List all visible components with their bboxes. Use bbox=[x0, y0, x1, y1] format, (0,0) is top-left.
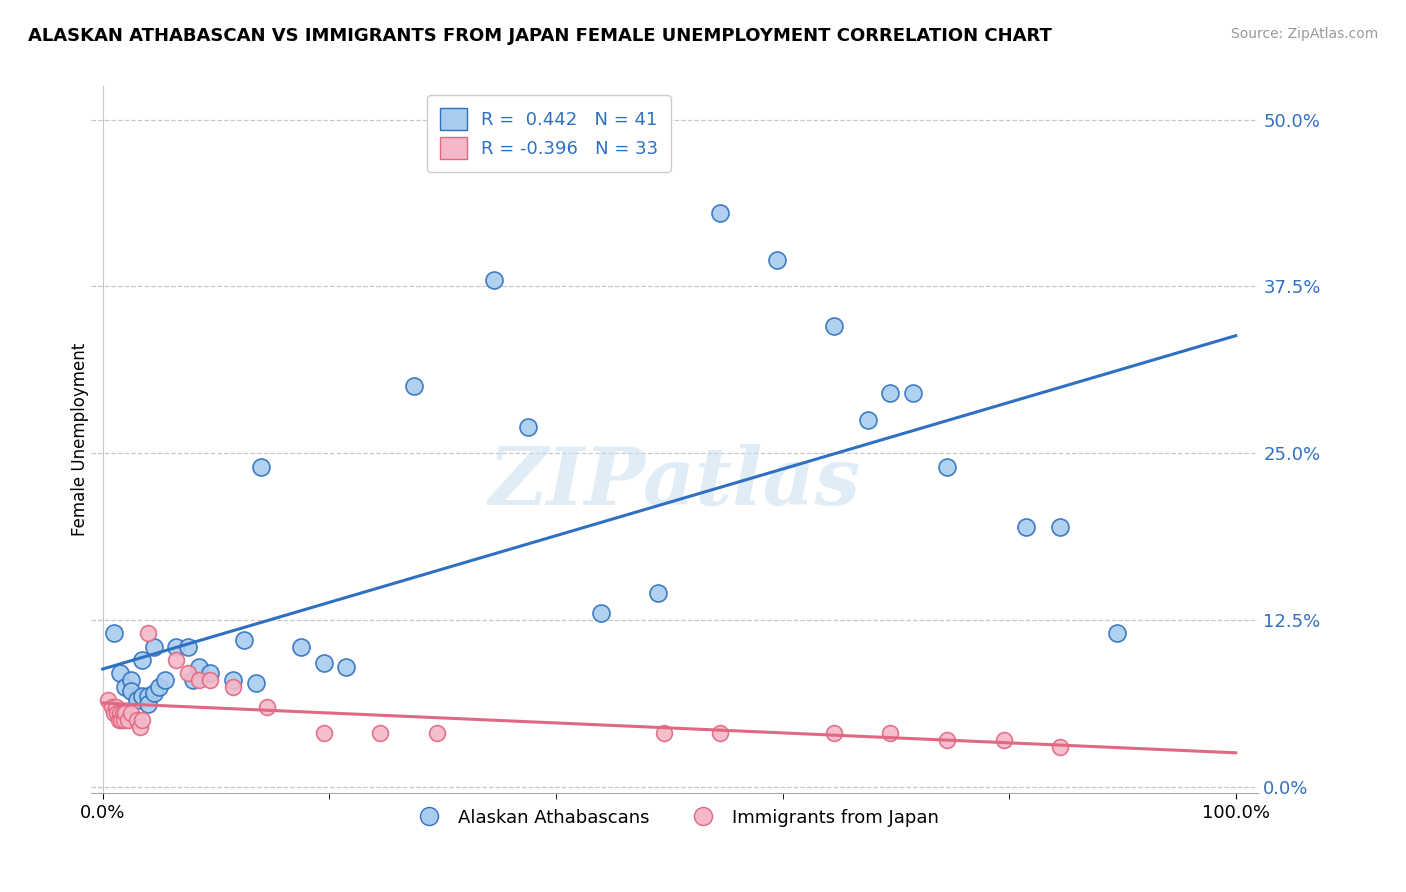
Point bbox=[290, 640, 312, 654]
Point bbox=[131, 689, 153, 703]
Point bbox=[935, 459, 957, 474]
Point bbox=[110, 713, 132, 727]
Text: ZIPatlas: ZIPatlas bbox=[489, 443, 860, 521]
Point bbox=[856, 413, 879, 427]
Point bbox=[591, 607, 613, 621]
Point bbox=[103, 706, 125, 721]
Point bbox=[222, 680, 245, 694]
Point bbox=[188, 673, 211, 687]
Point bbox=[1049, 519, 1071, 533]
Point bbox=[245, 675, 267, 690]
Point bbox=[165, 653, 187, 667]
Point bbox=[100, 699, 122, 714]
Point bbox=[136, 689, 159, 703]
Point bbox=[120, 673, 142, 687]
Point bbox=[125, 713, 148, 727]
Point bbox=[368, 726, 391, 740]
Point bbox=[117, 713, 139, 727]
Point bbox=[647, 586, 669, 600]
Point bbox=[131, 713, 153, 727]
Point bbox=[404, 379, 426, 393]
Point bbox=[183, 673, 205, 687]
Point bbox=[142, 686, 165, 700]
Point bbox=[107, 706, 129, 721]
Point bbox=[250, 459, 273, 474]
Point bbox=[222, 673, 245, 687]
Point bbox=[114, 680, 136, 694]
Point bbox=[114, 706, 136, 721]
Point bbox=[188, 659, 211, 673]
Point bbox=[153, 673, 176, 687]
Point bbox=[112, 713, 135, 727]
Point bbox=[709, 726, 731, 740]
Point bbox=[312, 726, 335, 740]
Point bbox=[516, 419, 538, 434]
Point bbox=[766, 252, 789, 267]
Point bbox=[165, 640, 187, 654]
Point bbox=[125, 693, 148, 707]
Point bbox=[709, 206, 731, 220]
Point bbox=[136, 626, 159, 640]
Point bbox=[200, 666, 222, 681]
Point bbox=[823, 319, 845, 334]
Point bbox=[901, 386, 924, 401]
Text: Source: ZipAtlas.com: Source: ZipAtlas.com bbox=[1230, 27, 1378, 41]
Point bbox=[129, 720, 152, 734]
Point bbox=[482, 273, 505, 287]
Point bbox=[142, 640, 165, 654]
Point bbox=[112, 706, 135, 721]
Point bbox=[148, 680, 170, 694]
Text: ALASKAN ATHABASCAN VS IMMIGRANTS FROM JAPAN FEMALE UNEMPLOYMENT CORRELATION CHAR: ALASKAN ATHABASCAN VS IMMIGRANTS FROM JA… bbox=[28, 27, 1052, 45]
Point bbox=[233, 632, 256, 647]
Point bbox=[652, 726, 675, 740]
Point bbox=[103, 626, 125, 640]
Point bbox=[879, 386, 901, 401]
Point bbox=[335, 659, 357, 673]
Point bbox=[176, 666, 198, 681]
Point bbox=[426, 726, 449, 740]
Y-axis label: Female Unemployment: Female Unemployment bbox=[72, 343, 89, 536]
Point bbox=[105, 699, 128, 714]
Point bbox=[1105, 626, 1128, 640]
Point bbox=[97, 693, 120, 707]
Point bbox=[120, 683, 142, 698]
Point bbox=[1049, 739, 1071, 754]
Legend: Alaskan Athabascans, Immigrants from Japan: Alaskan Athabascans, Immigrants from Jap… bbox=[404, 801, 946, 834]
Point bbox=[120, 706, 142, 721]
Point bbox=[107, 713, 129, 727]
Point bbox=[879, 726, 901, 740]
Point bbox=[312, 656, 335, 670]
Point bbox=[256, 699, 278, 714]
Point bbox=[136, 697, 159, 711]
Point bbox=[935, 733, 957, 747]
Point bbox=[108, 706, 131, 721]
Point bbox=[1015, 519, 1038, 533]
Point bbox=[993, 733, 1015, 747]
Point bbox=[823, 726, 845, 740]
Point bbox=[131, 653, 153, 667]
Point bbox=[176, 640, 198, 654]
Point bbox=[108, 666, 131, 681]
Point bbox=[200, 673, 222, 687]
